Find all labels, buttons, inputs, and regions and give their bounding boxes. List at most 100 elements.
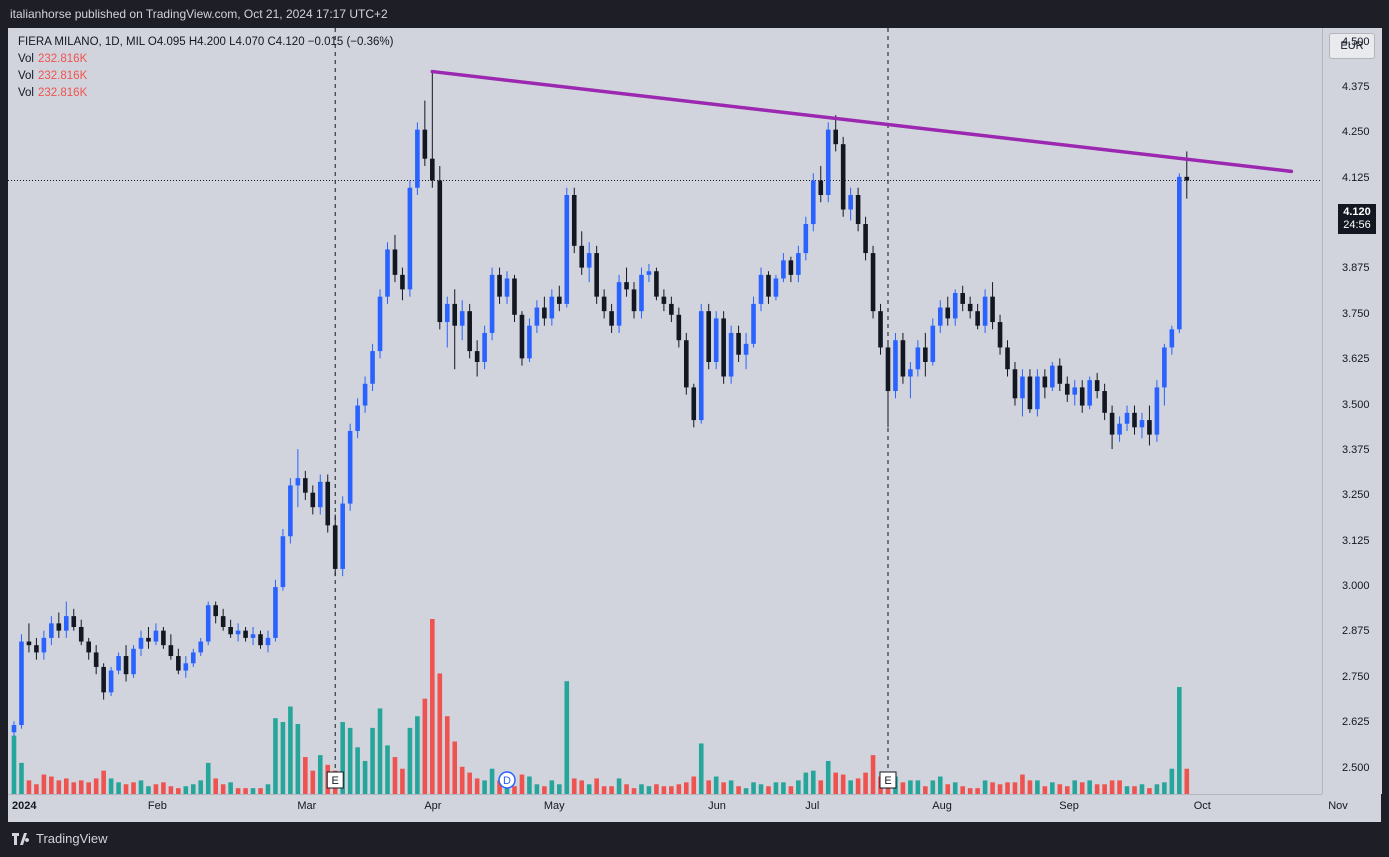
candle-body	[280, 536, 286, 588]
volume-bar	[721, 782, 726, 794]
volume-bar	[923, 786, 928, 794]
candle-body	[609, 311, 614, 326]
volume-bar	[796, 780, 801, 794]
volume-bar	[698, 743, 704, 794]
candle-body	[512, 278, 517, 315]
volume-bar	[213, 778, 218, 794]
volume-bar	[788, 786, 794, 794]
candle-body	[415, 129, 420, 188]
time-axis[interactable]	[8, 794, 1322, 823]
candle-body	[1162, 347, 1167, 388]
volume-bar	[1154, 784, 1160, 794]
candle-body	[444, 303, 450, 323]
candle-body	[967, 303, 973, 312]
tradingview-logo-icon	[12, 832, 30, 845]
y-tick-label: 4.125	[1342, 171, 1370, 184]
volume-bar	[684, 782, 689, 794]
volume-bar	[235, 788, 241, 794]
candle-body	[437, 180, 443, 323]
candle-body	[586, 253, 592, 268]
volume-bar	[377, 708, 383, 794]
candle-body	[34, 645, 39, 653]
candle-body	[975, 311, 980, 326]
volume-bar	[818, 780, 824, 794]
candle-body	[1079, 387, 1085, 406]
volume-bar	[392, 757, 398, 794]
candle-body	[601, 296, 607, 312]
y-tick-label: 3.375	[1342, 443, 1370, 456]
volume-bar	[870, 755, 876, 794]
volume-bar	[415, 716, 420, 794]
candle-body	[579, 245, 585, 268]
price-axis[interactable]	[1322, 28, 1382, 794]
last-price: 4.120	[1343, 206, 1371, 218]
candle-body	[1154, 387, 1160, 435]
candle-body	[467, 311, 472, 352]
volume-bar	[542, 786, 547, 794]
candle-body	[1109, 412, 1115, 435]
volume-bar	[1102, 784, 1107, 794]
x-tick-label: Oct	[1193, 800, 1211, 812]
candle-body	[56, 623, 62, 631]
candle-body	[190, 652, 196, 664]
volume-bar	[624, 784, 629, 794]
volume-bar	[78, 780, 84, 794]
volume-bar	[474, 778, 480, 794]
candle-body	[571, 194, 577, 246]
candle-body	[1005, 347, 1010, 370]
volume-bar	[631, 788, 637, 794]
x-tick-label: Nov	[1328, 800, 1348, 812]
candle-body	[1042, 376, 1048, 388]
candle-body	[1132, 412, 1137, 428]
volume-bar	[848, 780, 853, 794]
volume-bar	[661, 786, 667, 794]
volume-bar	[1169, 768, 1175, 794]
volume-bar	[355, 747, 360, 794]
plot-area[interactable]: E E D FIERA MILANO, 1D, MIL O4.095 H4.200 …	[8, 28, 1322, 794]
candlestick-chart[interactable]: E ED	[8, 28, 1322, 794]
candle-body	[26, 641, 32, 646]
volume-bar	[952, 782, 958, 794]
candle-body	[631, 289, 637, 312]
candle-body	[213, 605, 218, 617]
volume-bar	[519, 774, 525, 794]
volume-bar	[609, 786, 614, 794]
vol-row-1: Vol 232.816K	[18, 51, 393, 68]
y-tick-label: 2.625	[1342, 716, 1370, 729]
currency-button[interactable]: EUR	[1329, 33, 1375, 59]
candle-body	[459, 311, 465, 326]
candle-body	[243, 630, 248, 638]
y-tick-label: 3.875	[1342, 262, 1370, 275]
volume-bar	[161, 782, 166, 794]
volume-bar	[639, 784, 644, 794]
candle-body	[123, 656, 129, 675]
tradingview-logo[interactable]: TradingView	[12, 831, 108, 846]
candle-body	[527, 325, 532, 359]
candle-body	[1020, 376, 1025, 399]
candle-body	[385, 249, 390, 297]
earnings-marker-label: E	[332, 775, 339, 787]
volume-bar	[654, 784, 659, 794]
volume-bar	[1005, 782, 1010, 794]
x-tick-label: Sep	[1059, 800, 1079, 812]
volume-bar	[220, 784, 226, 794]
candle-body	[855, 194, 861, 225]
volume-bar	[512, 786, 517, 794]
candle-body	[474, 351, 480, 362]
volume-bar	[736, 786, 741, 794]
volume-bar	[288, 706, 293, 794]
volume-bar	[131, 782, 136, 794]
candle-body	[198, 641, 204, 653]
candle-body	[235, 630, 241, 635]
candle-body	[542, 307, 547, 319]
volume-bar	[489, 768, 495, 794]
candle-body	[1012, 369, 1018, 399]
candle-body	[41, 637, 47, 653]
volume-bar	[646, 786, 652, 794]
volume-bar	[459, 766, 465, 794]
x-tick-label: Mar	[297, 800, 317, 812]
x-tick-label: Aug	[932, 800, 952, 812]
candle-body	[1027, 376, 1033, 410]
volume-bar	[146, 786, 151, 794]
volume-bar	[422, 698, 428, 794]
